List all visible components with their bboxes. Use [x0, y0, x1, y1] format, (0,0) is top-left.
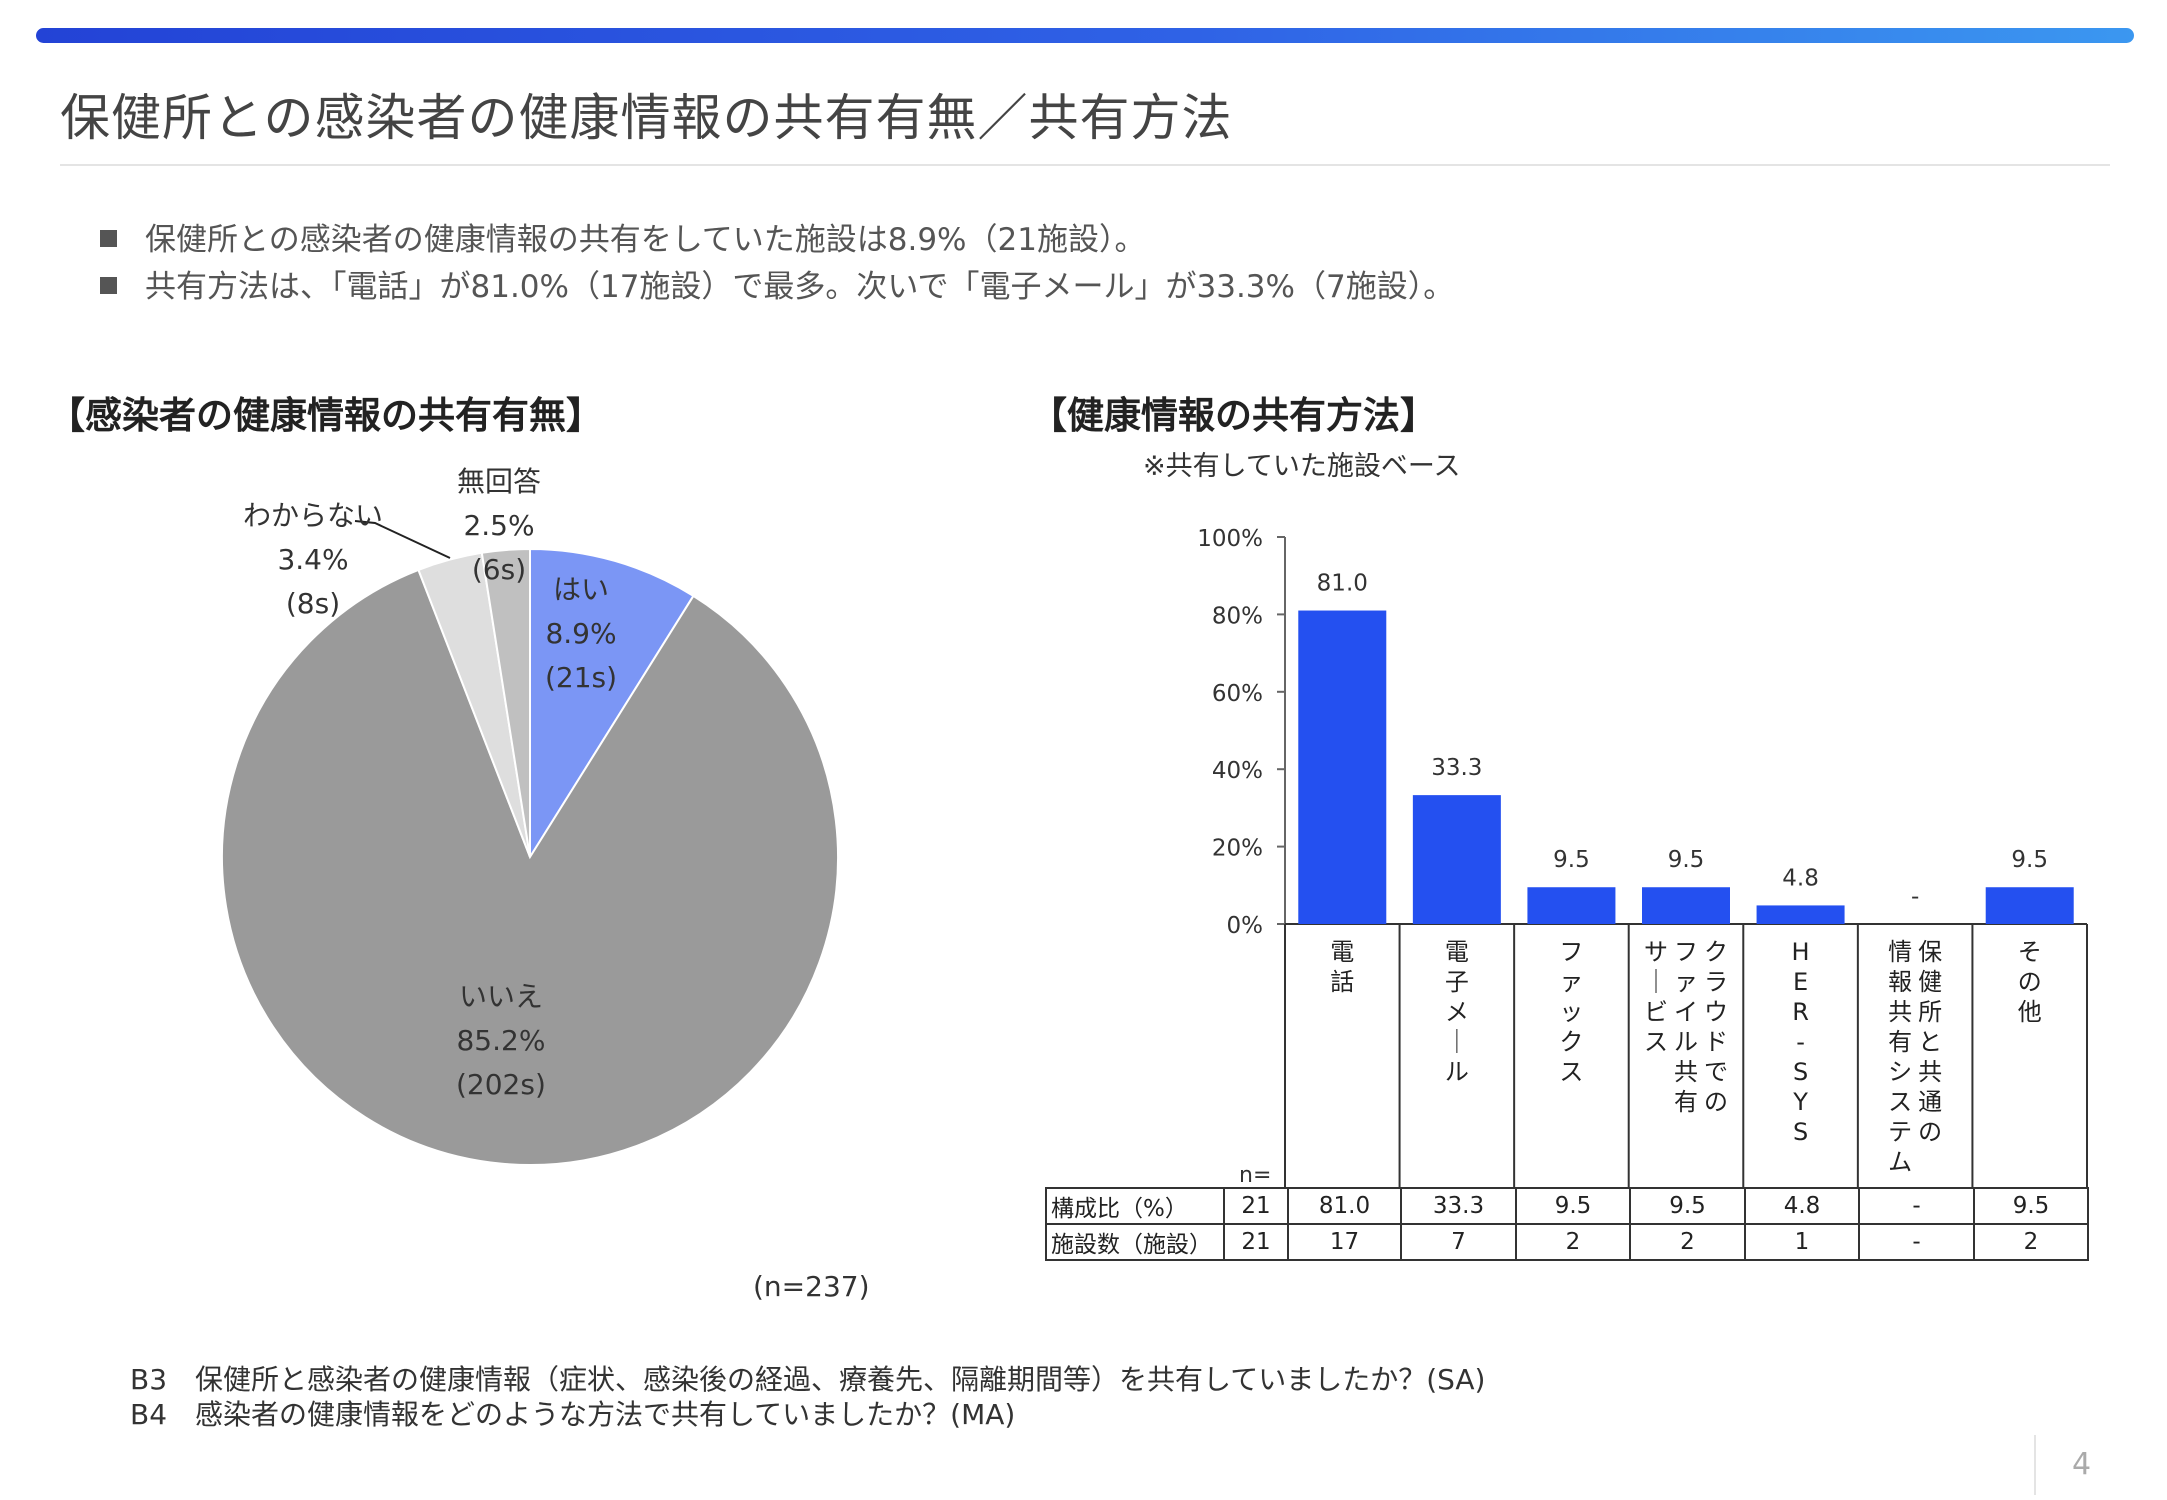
- category-label: ファックス: [1559, 938, 1583, 1086]
- pie-sample-size: (n=237): [753, 1270, 870, 1303]
- pie-label-noanswer: 無回答 2.5% (6s): [457, 460, 541, 592]
- category-label: 電子メ｜ル: [1445, 938, 1469, 1086]
- pie-slice-yes: [529, 547, 695, 861]
- pie-label-unknown: わからない 3.4% (8s): [243, 494, 383, 626]
- pie-chart: [221, 520, 839, 1166]
- square-bullet-icon: [100, 277, 117, 294]
- bar-value-label: 33.3: [1431, 755, 1482, 781]
- category-label: H E R -S Y S: [1792, 938, 1810, 1146]
- slice-count: (6s): [471, 553, 527, 586]
- table-cell: 9.5: [1629, 1187, 1746, 1225]
- y-tick-label: 100%: [1197, 526, 1263, 552]
- slice-name: 無回答: [457, 465, 542, 498]
- bar-value-label: 4.8: [1782, 865, 1819, 891]
- pie-label-yes: はい 8.9% (21s): [545, 568, 617, 700]
- bar-value-label: -: [1911, 884, 1919, 910]
- bullet-text: 共有方法は、「電話」が81.0%（17施設）で最多。次いで「電子メール」が33.…: [145, 269, 1455, 305]
- row-label: 施設数（施設）: [1045, 1223, 1225, 1261]
- table-cell: 4.8: [1744, 1187, 1860, 1225]
- square-bullet-icon: [100, 230, 117, 247]
- n-label: n=: [1239, 1163, 1271, 1188]
- footnote-question: B3 保健所と感染者の健康情報（症状、感染後の経過、療養先、隔離期間等）を共有し…: [130, 1363, 1486, 1396]
- data-table: 構成比（%） 21 81.0 33.3 9.5 9.5 4.8 - 9.5 施設…: [1045, 1187, 2089, 1261]
- bar-chart-title: 【健康情報の共有方法】: [1030, 394, 1437, 437]
- table-cell: 81.0: [1287, 1187, 1402, 1225]
- category-label: 保健所と共通の情報共有システム: [1888, 938, 1942, 1176]
- title-divider: [60, 164, 2110, 166]
- table-cell: 1: [1744, 1223, 1860, 1261]
- table-cell: 17: [1287, 1223, 1402, 1261]
- bar-value-label: 9.5: [1668, 847, 1705, 873]
- bullet-text: 保健所との感染者の健康情報の共有をしていた施設は8.9%（21施設）。: [145, 222, 1146, 258]
- slice-count: (21s): [545, 661, 618, 694]
- top-accent-bar: [36, 28, 2134, 43]
- bullet-item: 共有方法は、「電話」が81.0%（17施設）で最多。次いで「電子メール」が33.…: [100, 261, 1454, 306]
- table-row: 構成比（%） 21 81.0 33.3 9.5 9.5 4.8 - 9.5: [1045, 1187, 2089, 1225]
- slice-name: いいえ: [458, 980, 543, 1013]
- slice-name: わからない: [243, 499, 384, 532]
- category-label: その他: [2018, 938, 2042, 1026]
- slice-count: (202s): [456, 1068, 546, 1101]
- table-row: 施設数（施設） 21 17 7 2 2 1 - 2: [1045, 1223, 2089, 1261]
- bar-chart-note: ※共有していた施設ベース: [1143, 451, 1461, 482]
- bar-chart: 0% 20% 40% 60% 80% 100% n= 81.0 電話 33.3 電子メ｜ル 9.5 ファ…: [1197, 526, 2088, 1188]
- bar-value-label: 9.5: [2011, 847, 2048, 873]
- y-tick-label: 20%: [1212, 836, 1263, 862]
- y-tick-label: 0%: [1227, 913, 1264, 939]
- pie-chart-title: 【感染者の健康情報の共有有無】: [48, 394, 603, 437]
- n-cell: 21: [1223, 1223, 1289, 1261]
- table-cell: 33.3: [1400, 1187, 1517, 1225]
- bullet-item: 保健所との感染者の健康情報の共有をしていた施設は8.9%（21施設）。: [100, 214, 1145, 259]
- bar: [1985, 887, 2074, 924]
- page-number: 4: [2072, 1447, 2092, 1482]
- bar-value-label: 9.5: [1553, 847, 1590, 873]
- table-cell: -: [1858, 1187, 1975, 1225]
- pie-slice-noanswer: [480, 547, 531, 858]
- slice-name: はい: [553, 573, 610, 606]
- slice-percent: 2.5%: [463, 509, 535, 542]
- slice-percent: 8.9%: [545, 617, 617, 650]
- slice-count: (8s): [285, 587, 341, 620]
- pie-leader-line: [354, 520, 451, 559]
- row-label: 構成比（%）: [1045, 1187, 1225, 1225]
- category-label: 電話: [1330, 938, 1354, 996]
- y-tick-label: 80%: [1212, 603, 1263, 629]
- table-cell: 9.5: [1973, 1187, 2089, 1225]
- table-cell: 7: [1400, 1223, 1517, 1261]
- bar: [1412, 795, 1501, 924]
- table-cell: 2: [1629, 1223, 1746, 1261]
- table-cell: 2: [1973, 1223, 2089, 1261]
- bar: [1298, 610, 1387, 924]
- slice-percent: 85.2%: [456, 1024, 546, 1057]
- y-tick-label: 40%: [1212, 758, 1263, 784]
- category-label: クラウドでのファイル共有サ｜ビス: [1644, 938, 1728, 1116]
- slice-percent: 3.4%: [277, 543, 349, 576]
- pie-label-no: いいえ 85.2% (202s): [456, 975, 546, 1107]
- pie-slice-no: [221, 568, 839, 1166]
- bar: [1756, 905, 1845, 924]
- table-cell: 2: [1515, 1223, 1631, 1261]
- bar-value-label: 81.0: [1317, 571, 1368, 597]
- table-cell: 9.5: [1515, 1187, 1631, 1225]
- page-title: 保健所との感染者の健康情報の共有有無／共有方法: [60, 89, 1233, 147]
- bar: [1527, 887, 1616, 924]
- y-tick-label: 60%: [1212, 681, 1263, 707]
- bar: [1642, 887, 1730, 924]
- footnote-question: B4 感染者の健康情報をどのような方法で共有していましたか？(MA): [130, 1398, 1016, 1431]
- table-cell: -: [1858, 1223, 1975, 1261]
- n-cell: 21: [1223, 1187, 1289, 1225]
- page-number-divider: [2034, 1435, 2036, 1495]
